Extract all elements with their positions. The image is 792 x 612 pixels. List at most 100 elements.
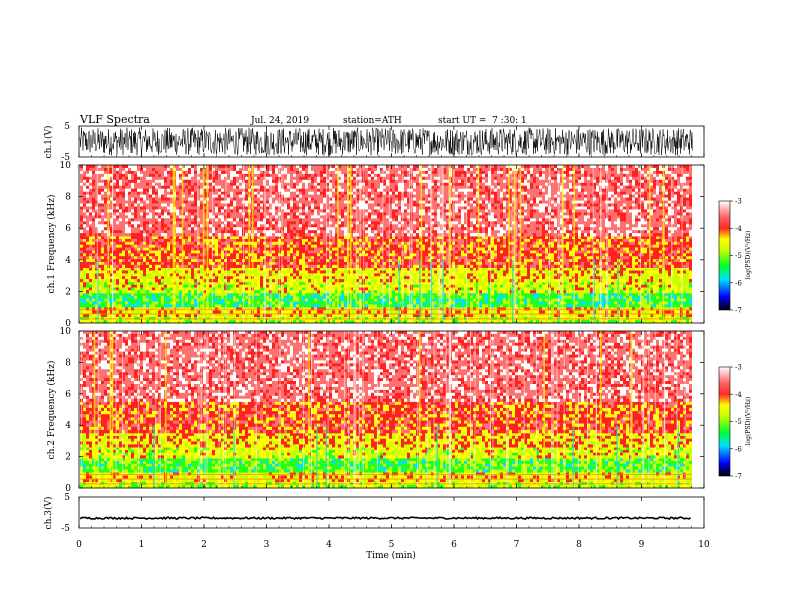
- spectrogram-cell: [239, 250, 242, 254]
- spectrogram-cell: [377, 276, 380, 280]
- spectrogram-cell: [563, 247, 566, 251]
- spectrogram-cell: [587, 244, 590, 248]
- spectrogram-cell: [134, 290, 137, 294]
- spectrogram-cell: [527, 301, 530, 305]
- spectrogram-cell: [602, 276, 605, 280]
- spectrogram-cell: [143, 301, 146, 305]
- spectrogram-cell: [386, 270, 389, 274]
- spectrogram-cell: [596, 319, 599, 324]
- spectrogram-cell: [329, 313, 332, 317]
- spectrogram-cell: [230, 293, 233, 297]
- spectrogram-cell: [149, 287, 152, 291]
- spectrogram-cell: [389, 290, 392, 294]
- spectrogram-cell: [650, 293, 653, 297]
- spectrogram-cell: [413, 301, 416, 305]
- spectrogram-cell: [677, 301, 680, 305]
- spectrogram-cell: [545, 310, 548, 314]
- spectrogram-cell: [581, 290, 584, 294]
- spectrogram-cell: [506, 236, 509, 240]
- spectrogram-cell: [176, 313, 179, 317]
- spectrogram-cell: [650, 279, 653, 283]
- spectrogram-cell: [617, 244, 620, 248]
- spectrogram-cell: [164, 276, 167, 280]
- spectrogram-cell: [161, 287, 164, 291]
- spectrogram-cell: [446, 319, 449, 324]
- spectrogram-cell: [587, 295, 590, 299]
- spectrogram-cell: [413, 273, 416, 277]
- spectrogram-cell: [260, 319, 263, 324]
- spectrogram-cell: [581, 301, 584, 305]
- spectrogram-cell: [662, 319, 665, 324]
- spectrogram-cell: [143, 239, 146, 243]
- spectrogram-cell: [320, 295, 323, 299]
- spectrogram-cell: [482, 279, 485, 283]
- spectrogram-cell: [527, 267, 530, 271]
- spectrogram-cell: [629, 310, 632, 314]
- spectrogram-cell: [446, 295, 449, 299]
- spectrogram-cell: [635, 313, 638, 317]
- spectrogram-cell: [677, 304, 680, 308]
- spectrogram-cell: [218, 241, 221, 245]
- spectrogram-cell: [212, 236, 215, 240]
- spectrogram-cell: [422, 295, 425, 299]
- spectrogram-cell: [455, 290, 458, 294]
- spectrogram-cell: [566, 304, 569, 308]
- spectrogram-cell: [275, 281, 278, 285]
- spectrogram-cell: [497, 241, 500, 245]
- spectrogram-cell: [650, 287, 653, 291]
- spectrogram-cell: [686, 267, 689, 271]
- spectrogram-cell: [608, 313, 611, 317]
- spectrogram-cell: [611, 247, 614, 251]
- spectrogram-cell: [254, 281, 257, 285]
- spectrogram-cell: [296, 273, 299, 277]
- spectrogram-cell: [239, 270, 242, 274]
- spectrogram-cell: [428, 319, 431, 324]
- spectrogram-cell: [575, 304, 578, 308]
- spectrogram-cell: [380, 310, 383, 314]
- spectrogram-cell: [314, 310, 317, 314]
- spectrogram-cell: [413, 279, 416, 283]
- spectrogram-cell: [302, 236, 305, 240]
- spectrogram-cell: [659, 298, 662, 302]
- spectrogram-cell: [308, 313, 311, 317]
- spectrogram-cell: [101, 301, 104, 305]
- spectrogram-cell: [290, 241, 293, 245]
- spectrogram-cell: [302, 319, 305, 324]
- spectrogram-cell: [680, 313, 683, 317]
- spectrogram-cell: [215, 304, 218, 308]
- spectrogram-cell: [545, 270, 548, 274]
- spectrogram-cell: [212, 290, 215, 294]
- spectrogram-cell: [602, 281, 605, 285]
- spectrogram-cell: [554, 304, 557, 308]
- spectrogram-cell: [488, 244, 491, 248]
- spectrogram-cell: [545, 284, 548, 288]
- spectrogram-cell: [149, 276, 152, 280]
- spectrogram-cell: [395, 273, 398, 277]
- spectrogram-cell: [596, 281, 599, 285]
- spectrogram-cell: [188, 244, 191, 248]
- spectrogram-cell: [182, 304, 185, 308]
- spectrogram-cell: [227, 293, 230, 297]
- spectrogram-cell: [170, 236, 173, 240]
- spectrogram-cell: [245, 298, 248, 302]
- spectrogram-cell: [461, 298, 464, 302]
- spectrogram-cell: [434, 247, 437, 251]
- spectrogram-cell: [683, 273, 686, 277]
- spectrogram-cell: [254, 301, 257, 305]
- spectrogram-cell: [311, 298, 314, 302]
- spectrogram-cell: [446, 273, 449, 277]
- spectrogram-cell: [245, 304, 248, 308]
- spectrogram-cell: [578, 273, 581, 277]
- spectrogram-cell: [182, 301, 185, 305]
- spectrogram-cell: [632, 236, 635, 240]
- spectrogram-cell: [170, 290, 173, 294]
- spectrogram-cell: [335, 250, 338, 254]
- spectrogram-cell: [140, 284, 143, 288]
- spectrogram-cell: [185, 293, 188, 297]
- spectrogram-cell: [164, 239, 167, 243]
- spectrogram-cell: [665, 244, 668, 248]
- spectrogram-cell: [443, 239, 446, 243]
- spectrogram-cell: [446, 310, 449, 314]
- spectrogram-cell: [578, 304, 581, 308]
- spectrogram-cell: [566, 310, 569, 314]
